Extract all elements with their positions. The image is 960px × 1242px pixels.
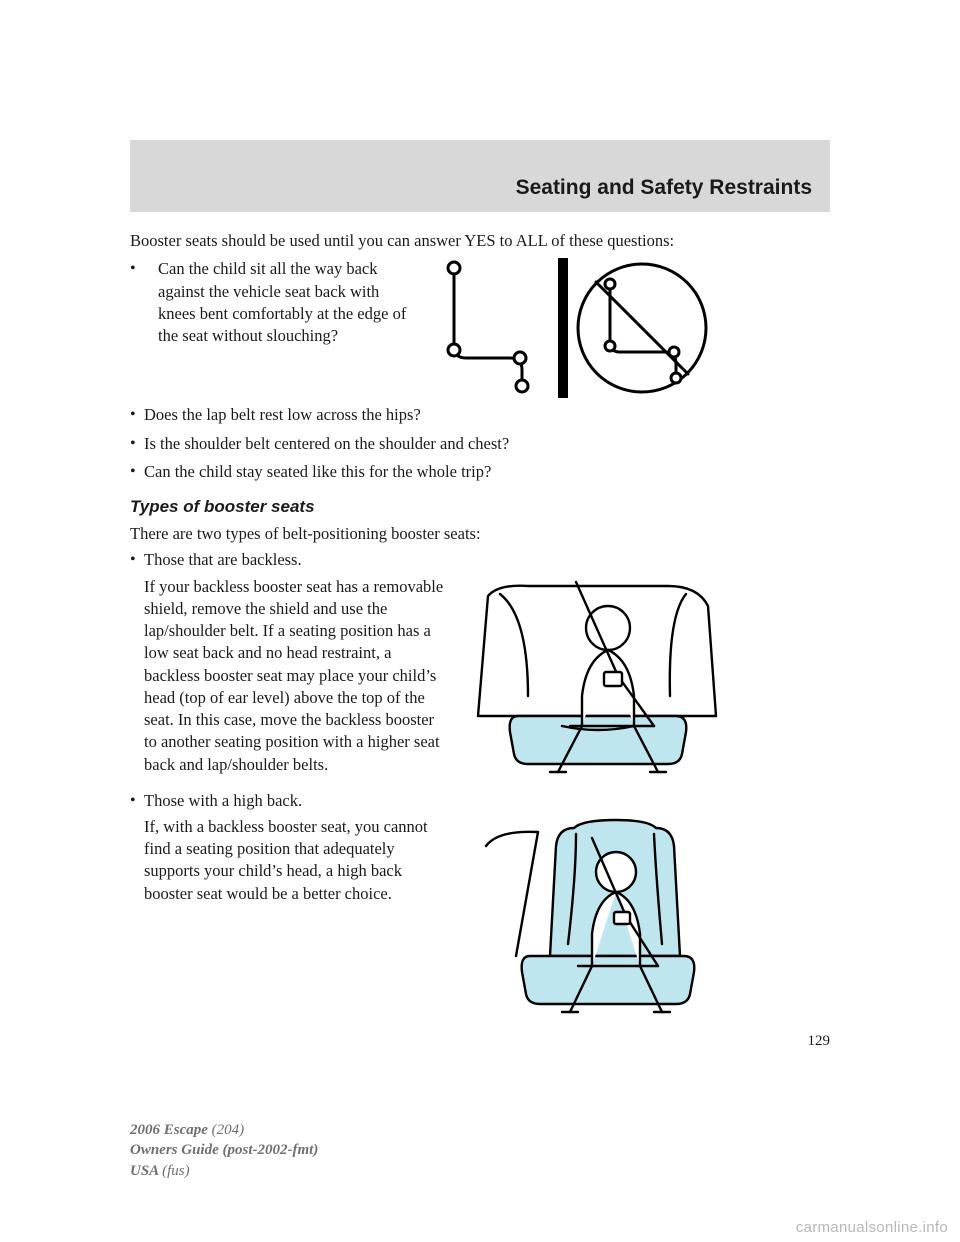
backless-body-text: If your backless booster seat has a remo…	[144, 576, 444, 786]
footer-block: 2006 Escape (204) Owners Guide (post-200…	[130, 1120, 318, 1181]
highback-lead-row: • Those with a high back.	[130, 790, 830, 812]
question-3-text: Is the shoulder belt centered on the sho…	[144, 433, 830, 455]
subheading: Types of booster seats	[130, 497, 830, 517]
question-1-row: • Can the child sit all the way back aga…	[130, 258, 830, 398]
highback-body-text: If, with a backless booster seat, you ca…	[144, 816, 444, 1026]
question-4-row: • Can the child stay seated like this fo…	[130, 461, 830, 483]
section-title: Seating and Safety Restraints	[516, 176, 812, 200]
bullet-dot: •	[130, 790, 144, 812]
footer-line-3: USA (fus)	[130, 1161, 318, 1181]
backless-body-row: If your backless booster seat has a remo…	[130, 576, 830, 786]
question-3-row: • Is the shoulder belt centered on the s…	[130, 433, 830, 455]
bullet-dot: •	[130, 433, 144, 455]
bullet-dot: •	[130, 549, 144, 571]
bullet-dot: •	[130, 258, 144, 280]
manual-page: Seating and Safety Restraints Booster se…	[0, 0, 960, 1242]
backless-lead-row: • Those that are backless.	[130, 549, 830, 571]
highback-lead: Those with a high back.	[144, 790, 830, 812]
highback-body-row: If, with a backless booster seat, you ca…	[130, 816, 830, 1026]
page-number: 129	[808, 1033, 831, 1050]
footer-line-1: 2006 Escape (204)	[130, 1120, 318, 1140]
highback-booster-illustration	[458, 816, 728, 1026]
bullet-dot: •	[130, 461, 144, 483]
section-header-bar: Seating and Safety Restraints	[130, 140, 830, 212]
watermark-text: carmanualsonline.info	[796, 1219, 948, 1236]
question-4-text: Can the child stay seated like this for …	[144, 461, 830, 483]
backless-lead: Those that are backless.	[144, 549, 830, 571]
types-intro: There are two types of belt-positioning …	[130, 523, 830, 545]
backless-booster-illustration	[458, 576, 728, 786]
bullet-dot: •	[130, 404, 144, 426]
seat-posture-diagram	[432, 258, 712, 398]
footer-line-2: Owners Guide (post-2002-fmt)	[130, 1140, 318, 1160]
question-2-row: • Does the lap belt rest low across the …	[130, 404, 830, 426]
question-2-text: Does the lap belt rest low across the hi…	[144, 404, 830, 426]
question-1-text: Can the child sit all the way back again…	[158, 258, 418, 347]
intro-paragraph: Booster seats should be used until you c…	[130, 230, 830, 252]
